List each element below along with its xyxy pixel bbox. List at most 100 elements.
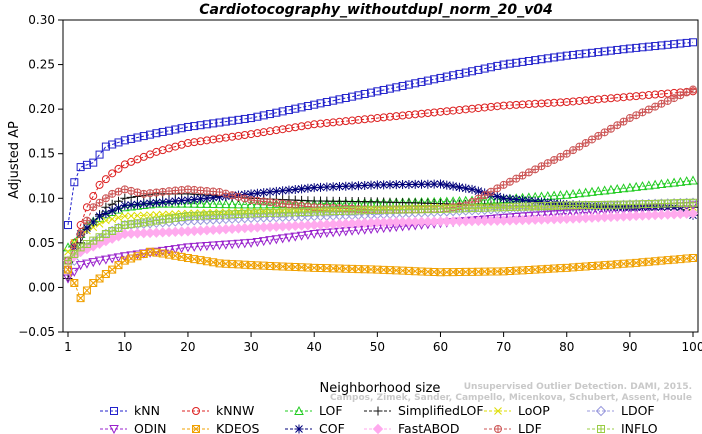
data-point-ldf (606, 124, 615, 133)
data-point-odin (189, 242, 200, 252)
data-point-odin (94, 256, 105, 266)
data-point-odin (277, 234, 288, 244)
data-point-cof (107, 206, 117, 216)
data-point-ldf (594, 131, 603, 140)
legend-label-inflo: INFLO (621, 421, 658, 434)
data-point-knnw (297, 122, 306, 131)
data-point-odin (227, 240, 237, 250)
series-ldf (64, 85, 698, 265)
data-point-ldf (95, 198, 104, 207)
data-point-cof (101, 208, 111, 218)
legend-label-cof: COF (319, 421, 345, 434)
data-point-knn (177, 124, 186, 133)
data-point-knn (474, 65, 483, 74)
data-point-knnw (474, 104, 483, 113)
data-point-knn (493, 61, 502, 70)
plot-frame (62, 19, 699, 333)
data-point-knn (291, 104, 300, 113)
data-point-cof (435, 179, 445, 189)
data-point-ldf (146, 189, 155, 198)
data-point-knn (183, 122, 192, 131)
data-point-lof (574, 188, 585, 198)
data-point-ldf (486, 187, 495, 196)
legend-item-lof: LOF (285, 403, 343, 418)
data-point-knnw (392, 112, 401, 121)
legend-item-loop: LoOP (484, 403, 550, 418)
data-point-ldf (165, 187, 174, 196)
data-point-knn (670, 40, 679, 49)
data-point-knn (64, 221, 72, 230)
data-point-knn (600, 47, 609, 56)
data-point-knn (82, 160, 91, 169)
data-point-kdeos (64, 265, 72, 274)
legend-marker-odin (109, 425, 119, 434)
data-point-odin (271, 235, 282, 245)
data-point-cof (82, 223, 92, 233)
data-point-cof (404, 179, 414, 189)
data-point-lof (618, 183, 629, 193)
data-point-knnw (379, 113, 388, 122)
data-point-odin (530, 211, 541, 221)
data-point-knnw (291, 123, 300, 132)
data-point-cof (309, 183, 319, 193)
y-tick-label: 0.00 (28, 280, 55, 294)
data-point-knn (335, 95, 344, 104)
data-point-knn (196, 121, 205, 130)
legend-marker-lof (294, 405, 304, 415)
data-point-knn (587, 48, 596, 57)
data-point-knn (259, 111, 268, 120)
data-point-ldf (600, 128, 609, 137)
data-point-knnw (259, 128, 268, 137)
data-point-knnw (404, 110, 413, 119)
data-point-lof (612, 183, 623, 194)
data-point-cof (215, 192, 225, 202)
data-point-cof (151, 198, 161, 208)
data-point-lof (631, 181, 642, 191)
data-point-knn (644, 42, 653, 51)
data-point-knn (556, 52, 565, 61)
data-point-knn (202, 120, 211, 129)
data-point-odin (284, 233, 294, 243)
data-point-knnw (316, 119, 325, 128)
plot-series (62, 38, 699, 303)
data-point-knn (284, 106, 293, 115)
data-point-inflo (64, 256, 72, 265)
data-point-knn (341, 94, 350, 102)
data-point-knnw (253, 129, 262, 138)
data-point-lof (233, 199, 244, 209)
data-point-knnw (209, 135, 218, 144)
legend-label-ldof: LDOF (621, 403, 655, 418)
data-point-knnw (354, 115, 363, 124)
data-point-knn (322, 98, 331, 107)
data-point-lof (113, 204, 124, 214)
data-point-lof (239, 199, 250, 209)
data-point-cof (202, 193, 212, 203)
data-point-knn (486, 63, 495, 72)
data-point-cof (536, 197, 546, 207)
data-point-cof (366, 180, 376, 190)
data-point-kdeos (70, 278, 79, 287)
series-line-knn (67, 41, 694, 226)
data-point-cof (341, 181, 351, 191)
data-point-knn (303, 102, 312, 111)
x-tick-label: 1 (64, 340, 72, 354)
data-point-knn (411, 79, 420, 88)
data-point-knn (632, 43, 641, 52)
data-point-cof (530, 196, 540, 206)
legend-item-odin: ODIN (100, 421, 167, 434)
data-point-knnw (499, 101, 508, 110)
data-point-lof (157, 198, 168, 208)
data-point-knnw (461, 105, 470, 114)
data-point-knn (114, 138, 123, 147)
data-point-knnw (423, 109, 432, 118)
data-point-loop (102, 216, 110, 225)
data-point-knnw (183, 139, 192, 148)
data-point-lof (132, 200, 143, 210)
data-point-knn (101, 142, 110, 151)
data-point-knnw (550, 98, 559, 107)
data-point-ldf (259, 197, 268, 206)
data-point-odin (290, 232, 301, 242)
data-point-ldf (278, 199, 287, 208)
data-point-odin (568, 209, 578, 219)
